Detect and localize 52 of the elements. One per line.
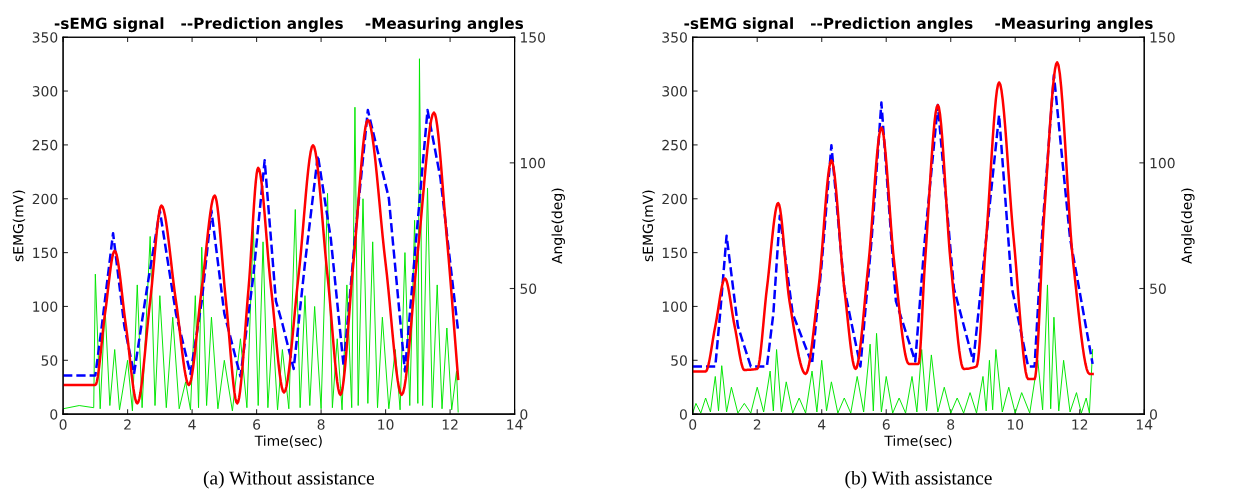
y-tick-label: 300 — [662, 86, 687, 97]
y-tick-label: 250 — [32, 139, 58, 151]
x-tick-label: 12 — [442, 419, 458, 430]
y-tick-label: 100 — [662, 301, 687, 312]
x-tick-label: 14 — [1136, 419, 1153, 430]
y2-tick-label: 50 — [520, 283, 537, 294]
y-tick-label: 200 — [32, 193, 58, 205]
x-axis-title: Time(sec) — [884, 435, 952, 448]
y2-tick-label: 100 — [520, 157, 546, 169]
y-tick-label: 150 — [662, 247, 687, 259]
x-tick-label: 4 — [188, 419, 196, 430]
y-tick-label: 200 — [662, 193, 687, 205]
y-tick-label: 50 — [671, 355, 687, 366]
y2-tick-label: 50 — [1150, 283, 1166, 294]
y-tick-label: 350 — [32, 32, 58, 43]
y2-axis-title: Angle(deg) — [551, 188, 565, 264]
text: (b) With assistance — [845, 470, 992, 489]
x-tick-label: 8 — [317, 419, 325, 430]
y2-tick-label: 150 — [1150, 32, 1175, 43]
y-tick-label: 100 — [33, 301, 58, 312]
y2-tick-label: 0 — [520, 409, 528, 420]
x-axis-title: Time(sec) — [254, 435, 322, 448]
y-tick-label: 50 — [41, 355, 58, 366]
y-tick-label: 0 — [679, 409, 687, 420]
line-series — [692, 284, 1094, 414]
y-tick-label: 300 — [32, 86, 58, 97]
y-axis-title: sEMG(mV) — [642, 190, 655, 262]
x-tick-label: 6 — [253, 419, 261, 430]
x-tick-label: 12 — [1072, 419, 1088, 430]
x-tick-label: 6 — [882, 419, 890, 430]
y2-axis-title: Angle(deg) — [1181, 188, 1195, 264]
y2-tick-label: 100 — [1150, 157, 1175, 169]
x-tick-label: 10 — [1007, 419, 1024, 430]
x-tick-label: 8 — [947, 419, 955, 430]
y-tick-label: 250 — [662, 139, 687, 151]
chart-title: -sEMG signal --Prediction angles -Measuring angles — [54, 17, 524, 33]
chart-title: -sEMG signal --Prediction angles -Measuring angles — [684, 17, 1153, 33]
y-axis-title: sEMG(mV) — [12, 190, 26, 262]
y-tick-label: 0 — [50, 409, 58, 420]
x-tick-label: 0 — [689, 419, 697, 430]
x-tick-label: 4 — [817, 419, 826, 430]
x-tick-label: 2 — [753, 419, 761, 430]
x-tick-label: 2 — [124, 419, 131, 430]
y2-tick-label: 150 — [520, 32, 546, 43]
x-tick-label: 10 — [378, 419, 394, 430]
text: (a) Without assistance — [203, 470, 374, 489]
x-tick-label: 0 — [59, 419, 67, 430]
x-tick-label: 14 — [507, 419, 523, 430]
y-tick-label: 350 — [662, 32, 687, 43]
line-series — [63, 58, 459, 413]
y-tick-label: 150 — [33, 247, 58, 259]
y2-tick-label: 0 — [1150, 409, 1157, 420]
